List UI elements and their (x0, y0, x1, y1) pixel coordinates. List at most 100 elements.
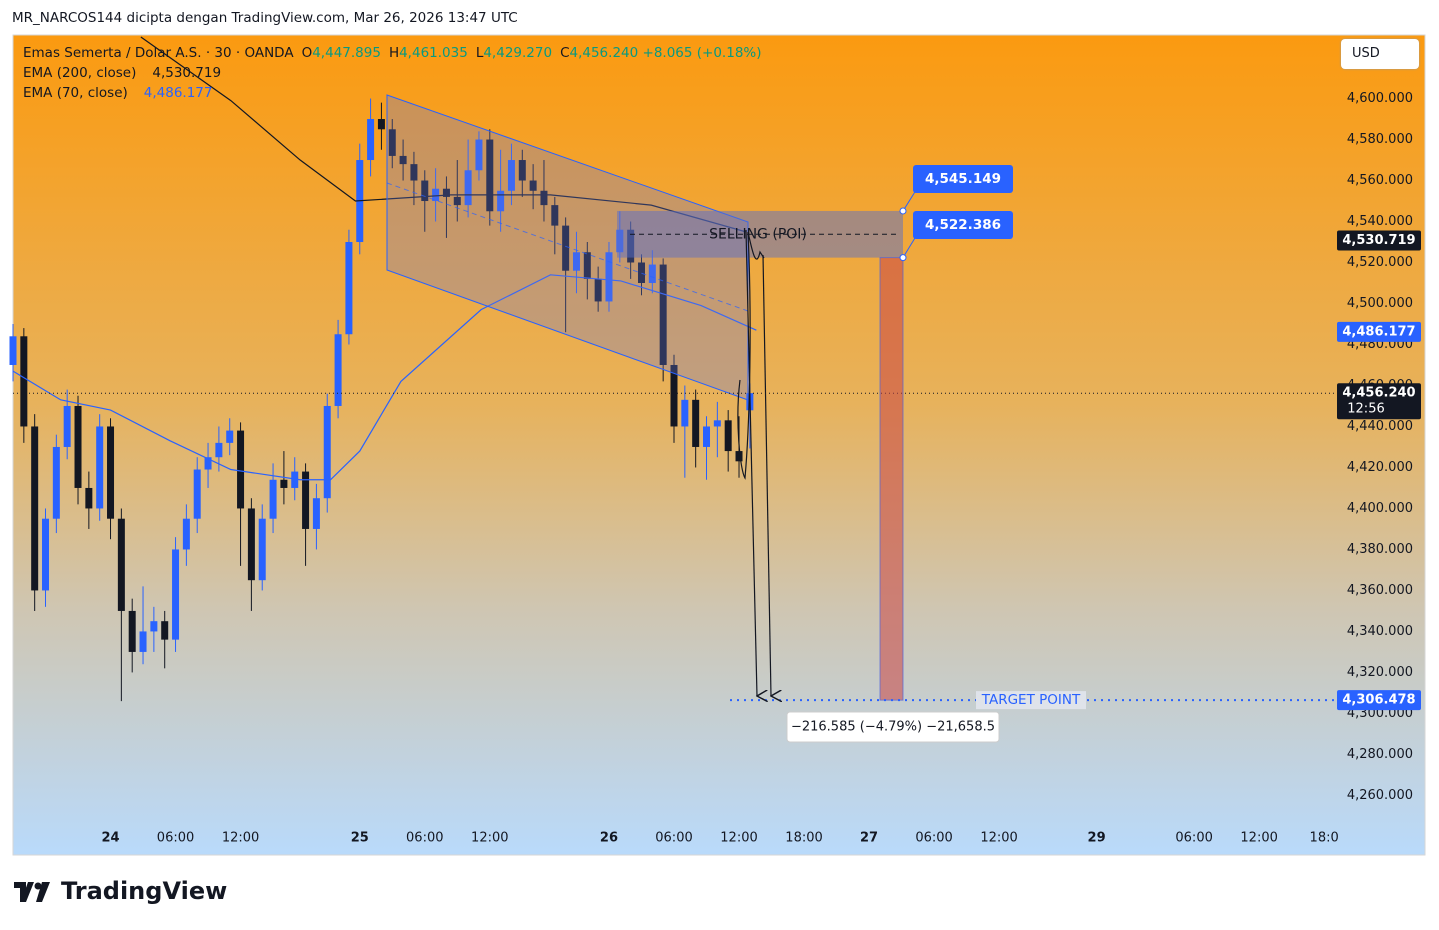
candle-body (518, 160, 526, 181)
candle-body (74, 405, 82, 488)
x-tick-label: 27 (860, 831, 878, 846)
x-tick-label: 26 (600, 831, 618, 846)
x-tick-label: 25 (351, 831, 369, 846)
candle-body (507, 160, 515, 191)
candle-body (345, 242, 353, 335)
price-tag-label: 4,456.240 (1342, 386, 1415, 401)
candle-body (659, 264, 667, 365)
candle-body (648, 264, 656, 284)
candle-body (681, 399, 689, 427)
target-drop (879, 257, 904, 701)
candle-body (475, 139, 483, 171)
ema-legend: EMA (200, close) 4,530.719 EMA (70, close)… (23, 65, 762, 101)
header: MR_NARCOS144 dicipta dengan TradingView.… (12, 10, 518, 26)
candle-body (117, 518, 125, 611)
ohlc-value: 4,429.270 (483, 45, 553, 61)
y-tick-label: 4,340.000 (1347, 624, 1413, 639)
candle-body (551, 205, 559, 226)
candle-body (172, 549, 180, 640)
candle-body (42, 518, 50, 591)
callout-box (913, 165, 1013, 193)
candle-body (269, 479, 277, 519)
countdown: 12:56 (1347, 402, 1384, 417)
x-tick-label: 06:00 (915, 831, 952, 846)
target-label: TARGET POINT (981, 692, 1081, 708)
candle-body (572, 252, 580, 271)
ema-name: EMA (70, close) (23, 85, 128, 101)
candle-body (204, 457, 212, 470)
candle-body (128, 610, 136, 652)
candle-body (85, 487, 93, 509)
y-tick-label: 4,420.000 (1347, 460, 1413, 475)
candle-body (670, 364, 678, 427)
candle-body (20, 336, 28, 427)
ohlc-value: 4,456.240 (569, 45, 639, 61)
measure-box (786, 711, 1000, 743)
candle-body (291, 471, 299, 488)
price-tag (1337, 690, 1421, 711)
candle-body (421, 180, 429, 202)
x-tick-label: 06:00 (157, 831, 194, 846)
candle-body (735, 451, 743, 462)
ohlc: O4,447.895 H4,461.035 L4,429.270 C4,456.240 (294, 45, 639, 61)
callout-box (913, 211, 1013, 239)
symbol: Emas Semerta / Dolar A.S. · 30 · OANDA (23, 45, 294, 61)
currency-button[interactable]: USD (1341, 39, 1419, 69)
brand: TradingView (61, 877, 227, 905)
measure-text: −216.585 (−4.79%) −21,658.5 (791, 720, 995, 735)
symbol-row: Emas Semerta / Dolar A.S. · 30 · OANDA O4… (23, 45, 762, 61)
y-tick-label: 4,320.000 (1347, 665, 1413, 680)
legend: Emas Semerta / Dolar A.S. · 30 · OANDA O4… (23, 45, 762, 101)
candle-body (713, 420, 721, 427)
candle-body (453, 196, 461, 206)
price-tag (1337, 230, 1421, 251)
candle-body (486, 139, 494, 212)
price-tag (1337, 383, 1421, 420)
ohlc-key: H (388, 45, 400, 61)
ohlc-key: O (301, 45, 313, 61)
y-tick-label: 4,520.000 (1347, 255, 1413, 270)
target-label-bg (976, 691, 1086, 710)
ema-value: 4,486.177 (143, 85, 213, 101)
candle-body (139, 631, 147, 652)
overlay: SELLING (POI) TARGET POINT −216.585 (−4.79… (13, 165, 1421, 743)
x-tick-label: 24 (101, 831, 119, 846)
candle-body (161, 621, 169, 640)
y-tick-label: 4,360.000 (1347, 583, 1413, 598)
y-tick-label: 4,540.000 (1347, 214, 1413, 229)
arrows (737, 229, 771, 696)
candle-body (399, 155, 407, 165)
price-tag-label: 4,306.478 (1342, 693, 1415, 708)
logo: TradingView (14, 877, 227, 905)
ohlc-value: 4,447.895 (312, 45, 381, 61)
ohlc-value: 4,461.035 (399, 45, 468, 61)
candle-body (637, 262, 645, 284)
plot: 4,260.0004,280.0004,300.0004,320.0004,34… (9, 36, 1413, 846)
x-tick-label: 06:00 (655, 831, 692, 846)
candle-body (247, 508, 255, 581)
candle-body (258, 518, 266, 581)
candle-body (312, 498, 320, 529)
ema-name: EMA (200, close) (23, 65, 137, 81)
ema-line (140, 36, 746, 233)
y-tick-label: 4,440.000 (1347, 419, 1413, 434)
candle-body (562, 225, 570, 271)
candle-body (703, 426, 711, 447)
x-tick-label: 12:00 (222, 831, 259, 846)
ema-legend-row: EMA (200, close) 4,530.719 (23, 65, 762, 81)
x-tick-label: 29 (1088, 831, 1106, 846)
candle-body (182, 518, 190, 550)
ohlc-key: C (560, 45, 570, 61)
candle-body (432, 188, 440, 202)
plot-background (12, 34, 1426, 856)
poi-label: SELLING (POI) (709, 226, 807, 242)
ohlc-key: L (475, 45, 484, 61)
candle-body (594, 278, 602, 302)
candle-body (442, 188, 450, 197)
y-tick-label: 4,600.000 (1347, 91, 1413, 106)
candle-body (605, 252, 613, 302)
candle-body (334, 334, 342, 406)
candle-body (9, 336, 17, 365)
price-tag (1337, 321, 1421, 342)
